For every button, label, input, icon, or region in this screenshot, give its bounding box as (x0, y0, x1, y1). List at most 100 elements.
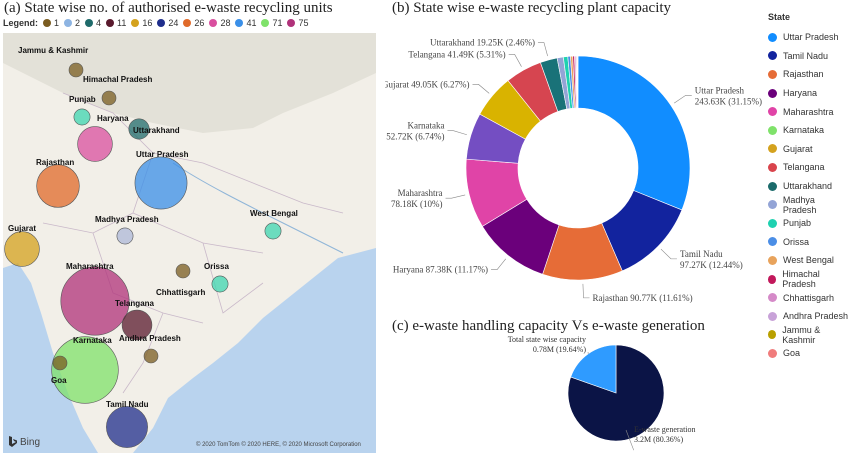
legend-value: 11 (117, 17, 127, 28)
data-label-value: 49.05K (6.27%) (411, 79, 469, 89)
data-label-name: Uttar Pradesh (695, 85, 745, 95)
legend-item-71: 71 (261, 18, 282, 28)
legend-dot (43, 18, 51, 27)
state-legend-label: Andhra Pradesh (783, 311, 849, 322)
map-area[interactable]: Jammu & Kashmir Himachal Pradesh Punjab Har… (3, 33, 376, 453)
state-legend-dot (768, 237, 777, 247)
state-legend-dot (768, 348, 777, 358)
state-legend-item-andhra-pradesh[interactable]: Andhra Pradesh (768, 307, 850, 326)
data-label-value: 97.27K (12.44%) (680, 260, 743, 270)
state-legend-item-telangana[interactable]: Telangana (768, 158, 850, 177)
legend-dot (261, 18, 270, 27)
state-legend-dot (768, 144, 777, 154)
hill-region (3, 33, 376, 133)
state-legend-label: Punjab (783, 218, 812, 229)
map-legend: Legend: 1 2 4 11 16 24 26 28 41 71 75 (3, 15, 314, 31)
state-legend-item-west-bengal[interactable]: West Bengal (768, 251, 850, 270)
state-legend-dot (768, 293, 777, 303)
bubble-goa[interactable] (52, 355, 68, 371)
bubble-gujarat[interactable] (4, 231, 40, 267)
bubble-orissa[interactable] (211, 275, 229, 293)
state-legend-item-himachal-pradesh[interactable]: Himachal Pradesh (768, 269, 850, 289)
state-legend-item-uttar-pradesh[interactable]: Uttar Pradesh (768, 28, 850, 47)
state-legend-dot (768, 255, 777, 265)
map-legend-items: 1 2 4 11 16 24 26 28 41 71 75 (43, 18, 314, 29)
bubble-tamil-nadu[interactable] (106, 406, 148, 448)
data-label-gujarat: Gujarat 49.05K (6.27%) (385, 79, 469, 89)
state-legend-label: Rajasthan (783, 69, 824, 80)
legend-value: 2 (75, 17, 81, 28)
data-label-value: 87.38K (11.17%) (426, 265, 488, 275)
bubble-west-bengal[interactable] (264, 222, 282, 240)
state-legend-item-gujarat[interactable]: Gujarat (768, 140, 850, 159)
map-label-uttar-pradesh: Uttar Pradesh (136, 150, 189, 159)
bubble-layer (4, 62, 282, 448)
state-legend-item-tamil-nadu[interactable]: Tamil Nadu (768, 47, 850, 66)
bubble-jammu-kashmir[interactable] (68, 62, 84, 78)
map-label-uttarakhand: Uttarakhand (133, 126, 180, 135)
map-label-madhya-pradesh: Madhya Pradesh (95, 215, 159, 224)
map-credit: © 2020 TomTom © 2020 HERE, © 2020 Micros… (196, 442, 361, 448)
bubble-uttarakhand[interactable] (128, 118, 150, 140)
pie-label-name: Total state wise capacity (508, 335, 586, 344)
bing-icon (9, 436, 17, 447)
bubble-maharashtra[interactable] (60, 266, 130, 336)
pie-leader-line (625, 429, 635, 451)
state-legend-item-haryana[interactable]: Haryana (768, 84, 850, 103)
bubble-himachal-pradesh[interactable] (101, 90, 117, 106)
legend-value: 75 (298, 17, 309, 28)
pie-label-name: E-waste generation (634, 425, 696, 434)
state-legend-item-karnataka[interactable]: Karnataka (768, 121, 850, 140)
state-legend-dot (768, 88, 777, 98)
legend-item-75: 75 (287, 17, 309, 28)
state-legend-label: West Bengal (783, 255, 834, 266)
bubble-telangana[interactable] (121, 309, 153, 341)
bubble-punjab[interactable] (73, 108, 91, 126)
state-legend-label: Gujarat (783, 143, 813, 154)
state-legend-item-punjab[interactable]: Punjab (768, 214, 850, 233)
handling-chart-title: (c) e-waste handling capacity Vs e-waste… (392, 318, 705, 334)
data-label-text: Uttarakhand 19.25K (2.46%) (430, 38, 535, 48)
donut-slice-uttar-pradesh[interactable] (577, 55, 691, 211)
state-legend-item-rajasthan[interactable]: Rajasthan (768, 65, 850, 84)
bubble-karnataka[interactable] (51, 336, 119, 404)
data-label-value: 52.72K (6.74%) (386, 132, 444, 142)
legend-item-16: 16 (131, 18, 152, 28)
bubble-rajasthan[interactable] (36, 164, 80, 208)
map-label-goa: Goa (51, 376, 67, 385)
bubble-haryana[interactable] (77, 126, 113, 162)
legend-value: 24 (168, 17, 179, 28)
map-title: (a) State wise no. of authorised e-waste… (4, 0, 333, 16)
legend-item-4: 4 (85, 18, 101, 28)
bubble-andhra-pradesh[interactable] (143, 348, 159, 364)
bubble-chhattisgarh[interactable] (175, 263, 191, 279)
state-legend-item-uttarakhand[interactable]: Uttarakhand (768, 177, 850, 196)
legend-value: 71 (272, 17, 283, 28)
pie-slice-total-state-wise-capacity[interactable] (570, 344, 617, 394)
bubble-madhya-pradesh[interactable] (116, 227, 134, 245)
state-legend-item-chhattisgarh[interactable]: Chhattisgarh (768, 288, 850, 307)
bing-logo[interactable]: Bing (8, 436, 40, 448)
data-label-value: 19.25K (2.46%) (477, 38, 535, 48)
state-legend-item-maharashtra[interactable]: Maharashtra (768, 102, 850, 121)
legend-dot (106, 18, 115, 27)
state-legend-item-goa[interactable]: Goa (768, 344, 850, 363)
legend-value: 16 (142, 17, 153, 28)
legend-dot (131, 18, 140, 27)
data-label-value: 90.77K (11.61%) (630, 293, 692, 303)
legend-value: 26 (194, 17, 205, 28)
pie-label-value: 0.78M (19.64%) (533, 345, 586, 354)
state-legend-item-orissa[interactable]: Orissa (768, 233, 850, 252)
leader-line (491, 258, 506, 271)
data-label-name: Haryana (393, 265, 426, 275)
donut-slice-goa[interactable] (577, 55, 579, 109)
map-label-tamil-nadu: Tamil Nadu (106, 400, 149, 409)
state-legend-label: Orissa (783, 236, 810, 247)
data-label-text: Rajasthan 90.77K (11.61%) (593, 293, 693, 303)
state-legend-label: Maharashtra (783, 106, 834, 117)
bubble-uttar-pradesh[interactable] (134, 156, 188, 210)
state-legend-item-madhya-pradesh[interactable]: Madhya Pradesh (768, 195, 850, 215)
state-legend-item-jammu-kashmir[interactable]: Jammu & Kashmir (768, 325, 850, 345)
